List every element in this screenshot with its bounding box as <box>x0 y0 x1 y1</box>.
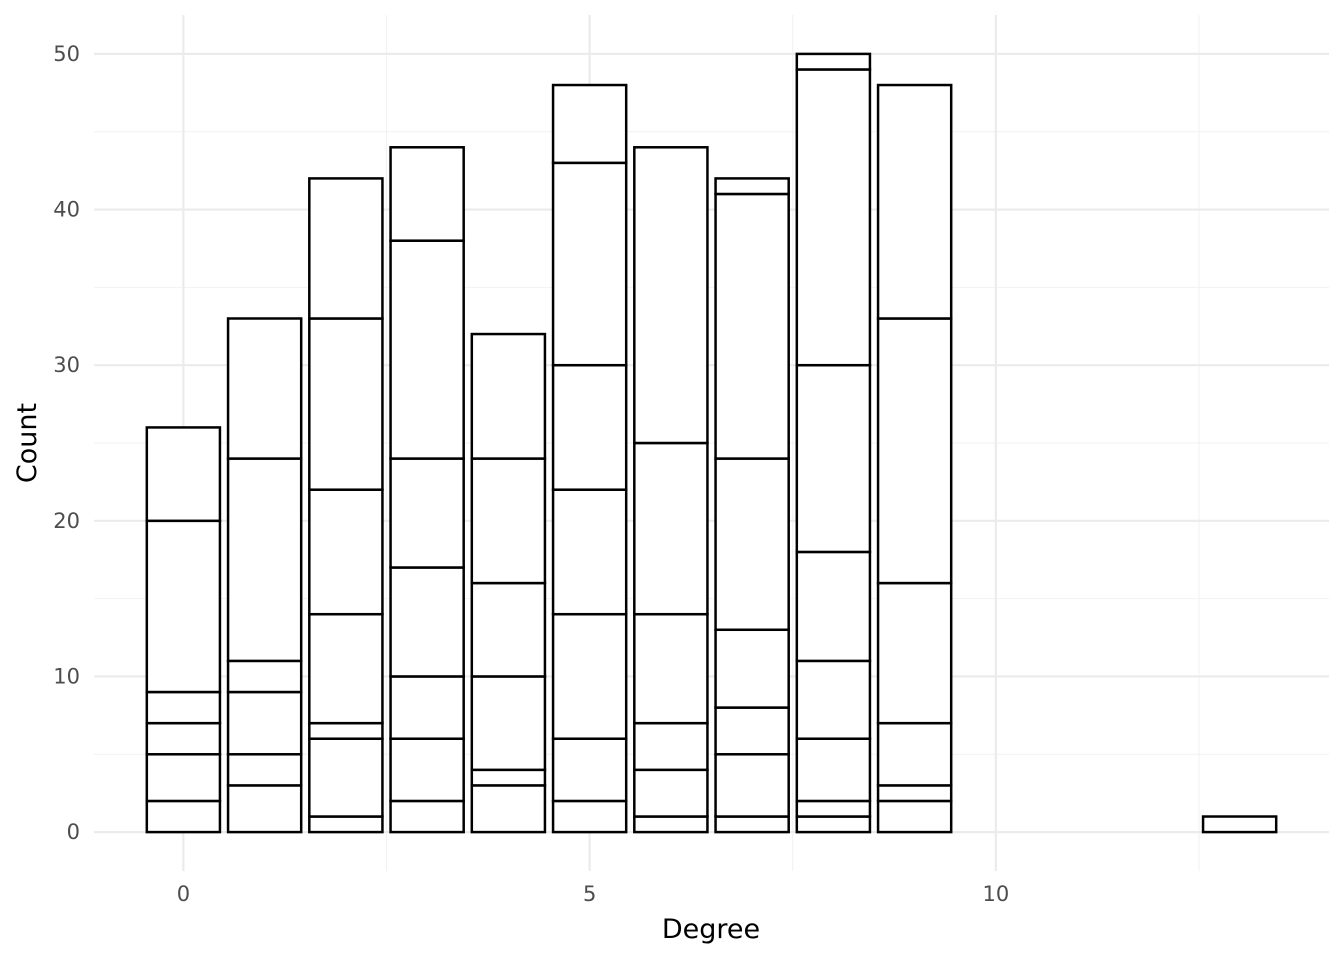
y-axis-title: Count <box>12 403 43 483</box>
bar-segment <box>308 815 384 834</box>
bar-segment <box>714 628 790 709</box>
bar-segment <box>389 457 465 569</box>
bar-segment <box>145 721 222 756</box>
bar-segment <box>308 612 384 725</box>
bar-segment <box>145 690 222 725</box>
bar-segment <box>795 799 872 818</box>
bar-segment <box>876 83 953 320</box>
y-tick-label: 40 <box>53 198 80 222</box>
bar-segment <box>795 737 872 803</box>
bar-segment <box>795 659 872 740</box>
bar-segment <box>389 675 465 740</box>
bar-segment <box>876 799 953 834</box>
bar-stack <box>470 332 547 834</box>
bar-stack <box>876 83 953 834</box>
bar-segment <box>389 799 465 834</box>
y-tick-label: 30 <box>53 353 80 377</box>
x-axis-ticks: 0 5 10 <box>177 882 1010 906</box>
bar-stack <box>1201 815 1278 834</box>
bar-stack <box>308 177 384 834</box>
x-axis-title: Degree <box>662 914 760 945</box>
bar-stack <box>714 177 790 834</box>
bar-segment <box>714 192 790 460</box>
bar-segment <box>389 239 465 460</box>
bar-segment <box>633 612 709 725</box>
bar-segment <box>795 550 872 663</box>
y-tick-label: 0 <box>67 820 80 844</box>
bar-segment <box>470 581 547 678</box>
bar-segment <box>389 737 465 803</box>
bar-segment <box>470 675 547 772</box>
bar-segment <box>145 519 222 694</box>
bar-segment <box>633 146 709 445</box>
bar-segment <box>551 737 628 803</box>
bar-segment <box>145 426 222 523</box>
bar-segment <box>470 332 547 460</box>
bar-segment <box>1201 815 1278 834</box>
x-tick-label: 0 <box>177 882 190 906</box>
bar-stack <box>389 146 465 834</box>
bar-stack <box>226 317 303 834</box>
bar-segment <box>633 768 709 818</box>
bar-segment <box>714 706 790 756</box>
bar-segment <box>308 721 384 740</box>
bar-segment <box>795 52 872 71</box>
bar-stack <box>551 83 628 834</box>
bar-segment <box>551 799 628 834</box>
bar-segment <box>795 815 872 834</box>
bar-segment <box>226 690 303 756</box>
bar-segment <box>226 784 303 834</box>
bar-segment <box>795 363 872 554</box>
bar-segment <box>145 799 222 834</box>
bar-segment <box>145 753 222 803</box>
bar-segment <box>876 581 953 725</box>
y-tick-label: 50 <box>53 42 80 66</box>
bar-segment <box>633 441 709 616</box>
bar-segment <box>551 612 628 740</box>
bar-segment <box>226 753 303 787</box>
bar-segment <box>470 768 547 787</box>
x-tick-label: 5 <box>583 882 596 906</box>
bar-segment <box>389 566 465 678</box>
bar-stack <box>633 146 709 834</box>
bar-segment <box>876 784 953 803</box>
y-tick-label: 20 <box>53 509 80 533</box>
bar-segment <box>876 317 953 585</box>
bar-segment <box>389 146 465 242</box>
bar-segment <box>876 721 953 787</box>
bar-segment <box>226 659 303 694</box>
bar-segment <box>308 177 384 320</box>
bar-segment <box>308 317 384 491</box>
bar-segment <box>551 363 628 491</box>
bar-segment <box>551 161 628 367</box>
bar-stack <box>145 426 222 834</box>
bar-segment <box>470 457 547 585</box>
bar-segment <box>714 753 790 818</box>
bar-stack <box>795 52 872 834</box>
bar-segment <box>633 815 709 834</box>
x-tick-label: 10 <box>983 882 1010 906</box>
bar-segment <box>308 488 384 616</box>
bar-segment <box>714 177 790 196</box>
bar-segment <box>633 721 709 772</box>
bar-segment <box>714 457 790 632</box>
bars <box>145 52 1278 834</box>
y-tick-label: 10 <box>53 664 80 688</box>
bar-segment <box>226 457 303 663</box>
y-axis-ticks: 0 10 20 30 40 50 <box>53 42 80 844</box>
bar-segment <box>795 68 872 367</box>
bar-segment <box>714 815 790 834</box>
bar-segment <box>470 784 547 834</box>
bar-segment <box>226 317 303 460</box>
bar-segment <box>551 488 628 616</box>
bar-segment <box>551 83 628 165</box>
bar-segment <box>308 737 384 818</box>
